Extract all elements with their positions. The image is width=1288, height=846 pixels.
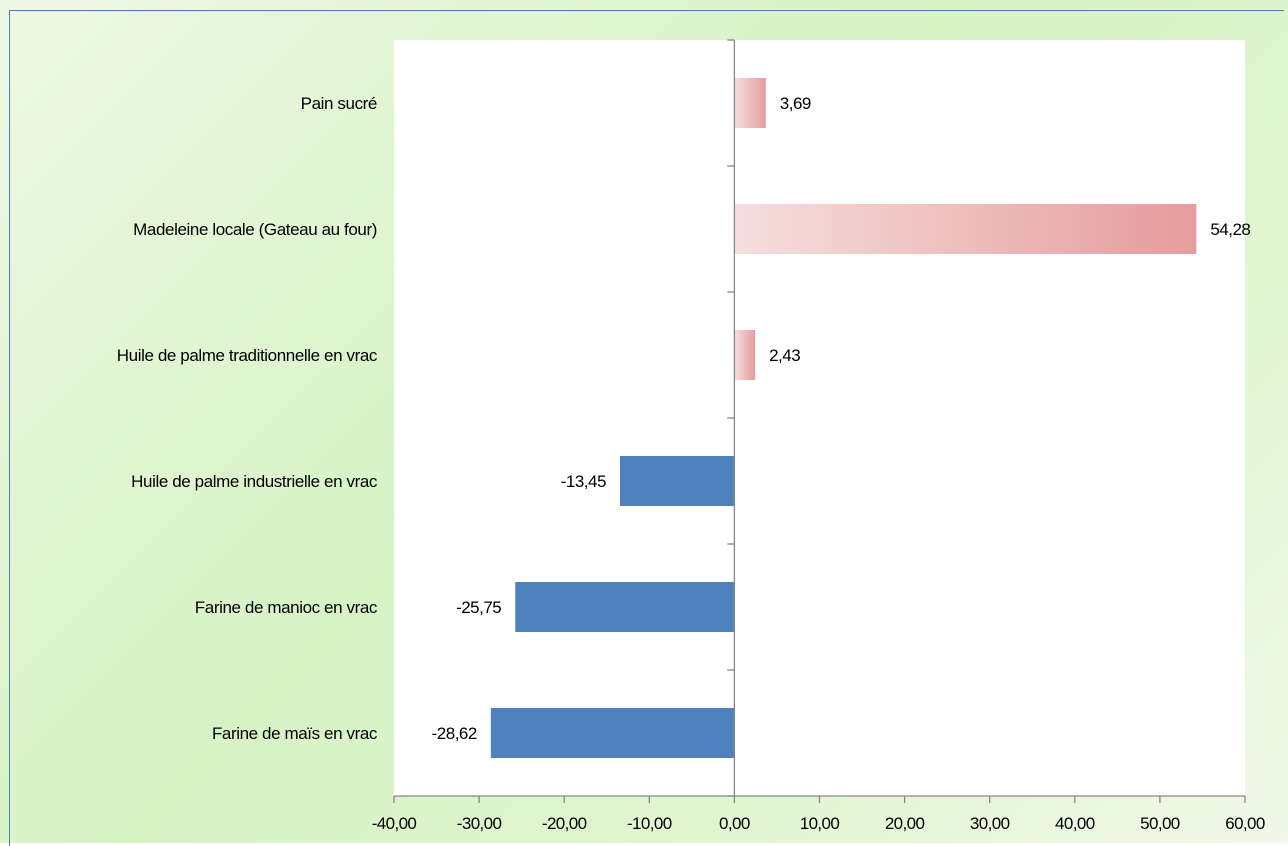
x-tick-label: -40,00: [372, 814, 417, 833]
x-tick-label: 50,00: [1140, 814, 1180, 833]
data-label: 2,43: [769, 346, 800, 365]
bar-3: [619, 456, 735, 506]
bar-1: [734, 204, 1197, 254]
data-label: -25,75: [456, 598, 501, 617]
x-tick-label: 60,00: [1225, 814, 1265, 833]
plot-area: [394, 40, 1245, 796]
x-tick-label: -10,00: [627, 814, 672, 833]
bar-4: [515, 582, 735, 632]
chart-border: [9, 10, 1284, 846]
axis-layer: [393, 39, 1246, 803]
category-label: Huile de palme industrielle en vrac: [131, 472, 378, 491]
category-label: Farine de manioc en vrac: [195, 598, 378, 617]
x-tick-label: 20,00: [885, 814, 925, 833]
category-label: Huile de palme traditionnelle en vrac: [117, 346, 378, 365]
x-tick-label: 10,00: [800, 814, 840, 833]
bar-0: [734, 78, 766, 128]
labels-layer: 3,69 Pain sucré 54,28 Madeleine locale (Gat…: [117, 94, 1266, 833]
x-tick-label: 30,00: [970, 814, 1010, 833]
x-tick-label: -30,00: [457, 814, 502, 833]
bar-2: [734, 330, 756, 380]
category-label: Farine de maïs en vrac: [212, 724, 378, 743]
data-label: 54,28: [1210, 220, 1250, 239]
data-label: -13,45: [561, 472, 606, 491]
data-label: 3,69: [780, 94, 811, 113]
category-label: Madeleine locale (Gateau au four): [133, 220, 377, 239]
x-tick-label: 0,00: [719, 814, 750, 833]
bar-5: [490, 708, 735, 758]
x-tick-label: -20,00: [542, 814, 587, 833]
bars-layer: [490, 78, 1197, 758]
data-label: -28,62: [432, 724, 477, 743]
category-label: Pain sucré: [301, 94, 377, 113]
x-tick-label: 40,00: [1055, 814, 1095, 833]
